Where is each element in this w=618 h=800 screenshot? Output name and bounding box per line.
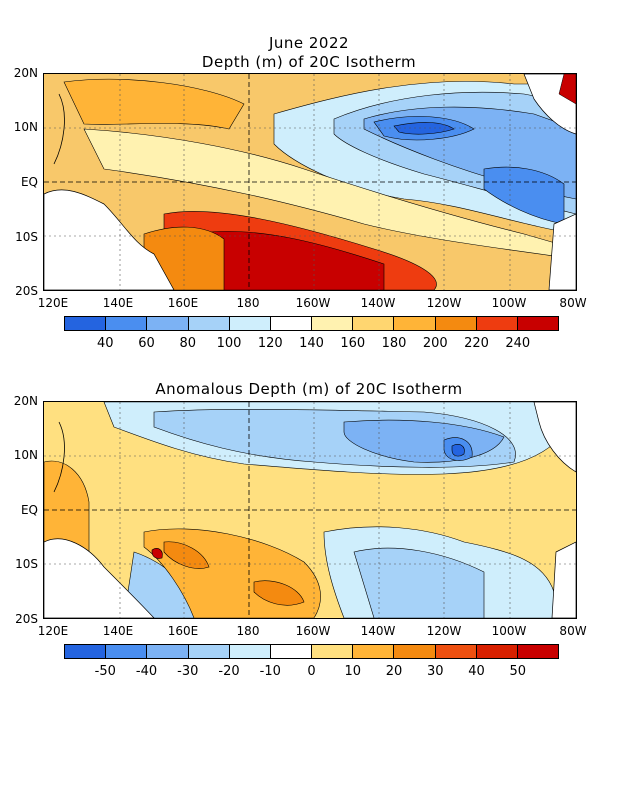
- bottom-colorbar-swatch: [147, 645, 189, 658]
- top-xtick-180: 180: [236, 296, 260, 310]
- bottom-xtick-140e: 140E: [102, 624, 134, 638]
- bottom-colorbar-label: -20: [218, 664, 240, 679]
- bottom-colorbar-label: 30: [426, 664, 444, 679]
- top-colorbar-swatch: [435, 317, 477, 330]
- top-colorbar-label: 200: [422, 336, 448, 351]
- bottom-colorbar-swatch: [394, 645, 436, 658]
- bottom-colorbar-label: -10: [259, 664, 281, 679]
- bottom-colorbar-label: 40: [468, 664, 485, 679]
- top-colorbar-label: 140: [299, 336, 324, 351]
- bottom-xtick-160e: 160E: [167, 624, 199, 638]
- top-colorbar-swatch: [312, 317, 354, 330]
- top-colorbar-label: 40: [96, 336, 114, 351]
- bottom-colorbar-label: 20: [385, 664, 403, 679]
- top-xtick-120e: 120E: [37, 296, 69, 310]
- bottom-xtick-100w: 100W: [491, 624, 527, 638]
- bottom-colorbar-swatch: [65, 645, 107, 658]
- bottom-ytick-20n: 20N: [13, 394, 38, 408]
- top-title-line1: June 2022: [268, 34, 350, 52]
- bottom-colorbar-label: 0: [307, 664, 316, 679]
- bottom-xtick-120w: 120W: [426, 624, 462, 638]
- top-colorbar-label: 160: [340, 336, 366, 351]
- top-ytick-10s: 10S: [15, 230, 38, 244]
- bottom-xtick-180: 180: [236, 624, 260, 638]
- top-colorbar-swatch: [476, 317, 518, 330]
- top-xtick-100w: 100W: [491, 296, 527, 310]
- top-map-panel: [43, 73, 577, 291]
- top-xtick-140e: 140E: [102, 296, 134, 310]
- bottom-ytick-eq: EQ: [20, 503, 38, 517]
- bottom-colorbar-label: 10: [344, 664, 362, 679]
- bottom-colorbar-label: -50: [94, 664, 116, 679]
- top-colorbar-label: 100: [216, 336, 242, 351]
- top-title-line2: Depth (m) of 20C Isotherm: [201, 53, 417, 71]
- top-colorbar-swatch: [394, 317, 436, 330]
- top-colorbar: [64, 316, 559, 331]
- top-colorbar-swatch: [188, 317, 230, 330]
- bottom-ytick-20s: 20S: [15, 612, 38, 626]
- bottom-colorbar-swatch: [270, 645, 313, 658]
- bottom-colorbar-swatch: [435, 645, 477, 658]
- bottom-colorbar-label: -30: [177, 664, 199, 679]
- bottom-colorbar-swatch: [312, 645, 354, 658]
- top-xtick-140w: 140W: [360, 296, 396, 310]
- top-ytick-20n: 20N: [13, 66, 38, 80]
- top-colorbar-swatch: [270, 317, 313, 330]
- bottom-title: Anomalous Depth (m) of 20C Isotherm: [155, 380, 463, 398]
- top-colorbar-label: 120: [257, 336, 283, 351]
- top-ytick-20s: 20S: [15, 284, 38, 298]
- bottom-colorbar-swatch: [353, 645, 395, 658]
- bottom-colorbar-swatch: [517, 645, 559, 658]
- bottom-colorbar-label: -40: [135, 664, 158, 679]
- top-xtick-160w: 160W: [295, 296, 331, 310]
- bottom-map-panel: [43, 401, 577, 619]
- top-colorbar-swatch: [106, 317, 148, 330]
- top-ytick-eq: EQ: [20, 175, 38, 189]
- top-colorbar-swatch: [65, 317, 107, 330]
- bottom-colorbar-swatch: [188, 645, 230, 658]
- bottom-colorbar-label: 50: [509, 664, 527, 679]
- bottom-xtick-80w: 80W: [559, 624, 587, 638]
- bottom-colorbar-swatch: [229, 645, 271, 658]
- top-colorbar-swatch: [147, 317, 189, 330]
- top-colorbar-swatch: [229, 317, 271, 330]
- top-xtick-120w: 120W: [426, 296, 462, 310]
- bottom-colorbar-swatch: [476, 645, 518, 658]
- top-ytick-10n: 10N: [13, 120, 38, 134]
- bottom-ytick-10n: 10N: [13, 448, 38, 462]
- top-colorbar-label: 80: [179, 336, 197, 351]
- bottom-xtick-140w: 140W: [360, 624, 396, 638]
- top-xtick-160e: 160E: [167, 296, 199, 310]
- top-colorbar-swatch: [353, 317, 395, 330]
- bottom-colorbar-swatch: [106, 645, 148, 658]
- top-colorbar-swatch: [517, 317, 559, 330]
- bottom-xtick-160w: 160W: [295, 624, 331, 638]
- top-colorbar-label: 180: [381, 336, 407, 351]
- top-xtick-80w: 80W: [559, 296, 587, 310]
- top-colorbar-label: 220: [464, 336, 489, 351]
- bottom-ytick-10s: 10S: [15, 557, 38, 571]
- top-colorbar-label: 240: [505, 336, 531, 351]
- bottom-colorbar: [64, 644, 559, 659]
- bottom-xtick-120e: 120E: [37, 624, 69, 638]
- top-colorbar-label: 60: [138, 336, 155, 351]
